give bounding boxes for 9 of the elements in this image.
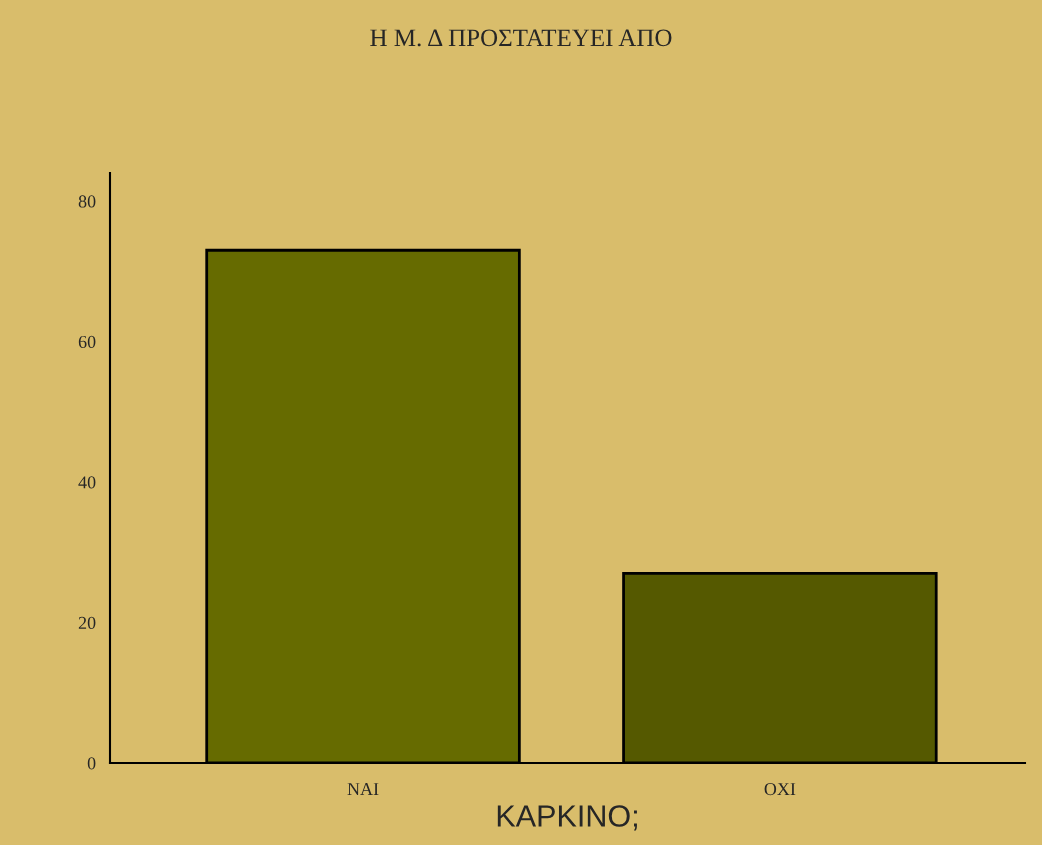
y-tick-label: 60 <box>78 335 96 349</box>
x-axis-title: ΚΑΡΚΙΝΟ; <box>497 805 637 831</box>
y-tick-label: 80 <box>78 195 96 208</box>
x-tick-label: ΝΑΙ <box>347 783 379 795</box>
y-tick-label: 20 <box>78 616 96 629</box>
chart-title: Η Μ. Δ ΠΡΟΣΤΑΤΕΥΕΙ ΑΠΟ <box>370 29 672 47</box>
x-tick-label: ΟΧΙ <box>764 783 796 796</box>
y-tick-label: 0 <box>87 757 96 770</box>
y-tick-label: 40 <box>78 476 96 489</box>
